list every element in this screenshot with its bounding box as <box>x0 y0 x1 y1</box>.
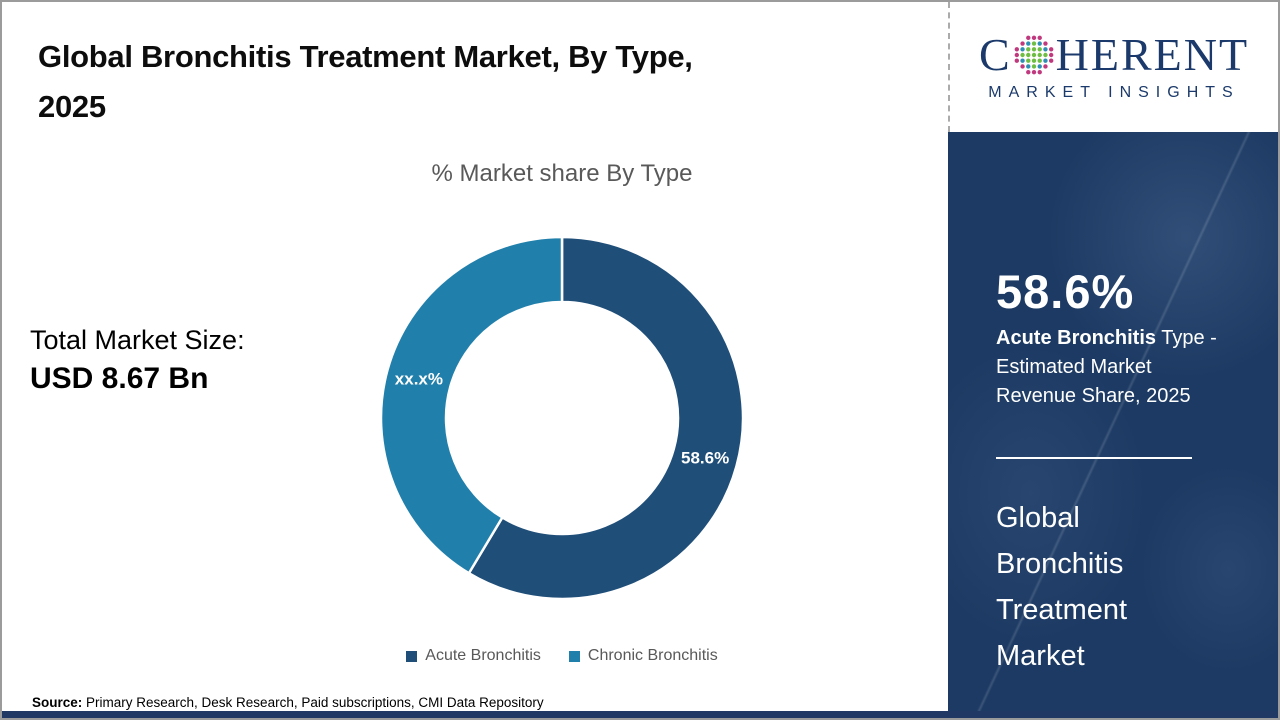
donut-chart: 58.6% xx.x% <box>372 228 752 608</box>
legend-swatch-chronic <box>568 650 580 662</box>
chart-legend: Acute Bronchitis Chronic Bronchitis <box>182 647 942 665</box>
donut-slice-chronic-bronchitis <box>379 235 564 575</box>
source-note: Source: Primary Research, Desk Research,… <box>32 695 544 710</box>
brand-logo-subtitle: MARKET INSIGHTS <box>988 84 1240 101</box>
page-title: Global Bronchitis Treatment Market, By T… <box>38 32 908 132</box>
total-market-size-block: Total Market Size: USD 8.67 Bn <box>30 325 245 396</box>
donut-chart-svg: 58.6% xx.x% <box>379 235 745 601</box>
page-title-line1: Global Bronchitis Treatment Market, By T… <box>38 39 693 74</box>
slice-label: 58.6% <box>681 449 729 468</box>
footer-accent-strip <box>2 711 1278 718</box>
brand-logo: C HERENT <box>979 32 1249 78</box>
logo-letter-c: C <box>978 29 1012 80</box>
brand-logo-panel: C HERENT MARKET INSIGHTS <box>948 2 1278 132</box>
donut-slice-acute-bronchitis <box>467 235 745 601</box>
source-label: Source: <box>32 695 83 710</box>
legend-swatch-acute <box>406 650 418 662</box>
logo-word-rest: HERENT <box>1055 29 1250 80</box>
sidebar-stat-description: Acute Bronchitis Type - Estimated Market… <box>996 324 1228 411</box>
source-text: Primary Research, Desk Research, Paid su… <box>82 695 544 710</box>
legend-label-acute: Acute Bronchitis <box>425 647 541 664</box>
slice-label: xx.x% <box>395 369 443 388</box>
chart-title: % Market share By Type <box>431 160 693 187</box>
sidebar-stat-value: 58.6% <box>996 265 1135 318</box>
total-market-size-value: USD 8.67 Bn <box>30 362 209 395</box>
sidebar-stat-segment: Acute Bronchitis <box>996 327 1157 349</box>
total-market-size-label: Total Market Size: <box>30 325 245 355</box>
legend-label-chronic: Chronic Bronchitis <box>587 647 718 664</box>
legend-item-chronic: Chronic Bronchitis <box>568 647 718 665</box>
highlight-sidebar: 58.6% Acute Bronchitis Type - Estimated … <box>948 132 1278 715</box>
globe-dots-icon <box>1014 35 1054 75</box>
sidebar-market-title: Global Bronchitis Treatment Market <box>996 502 1128 672</box>
page-title-line2: 2025 <box>38 89 106 124</box>
legend-item-acute: Acute Bronchitis <box>406 647 541 665</box>
sidebar-stat-rest: Type - Estimated Market Revenue Share, 2… <box>996 327 1217 407</box>
sidebar-divider <box>996 457 1192 459</box>
